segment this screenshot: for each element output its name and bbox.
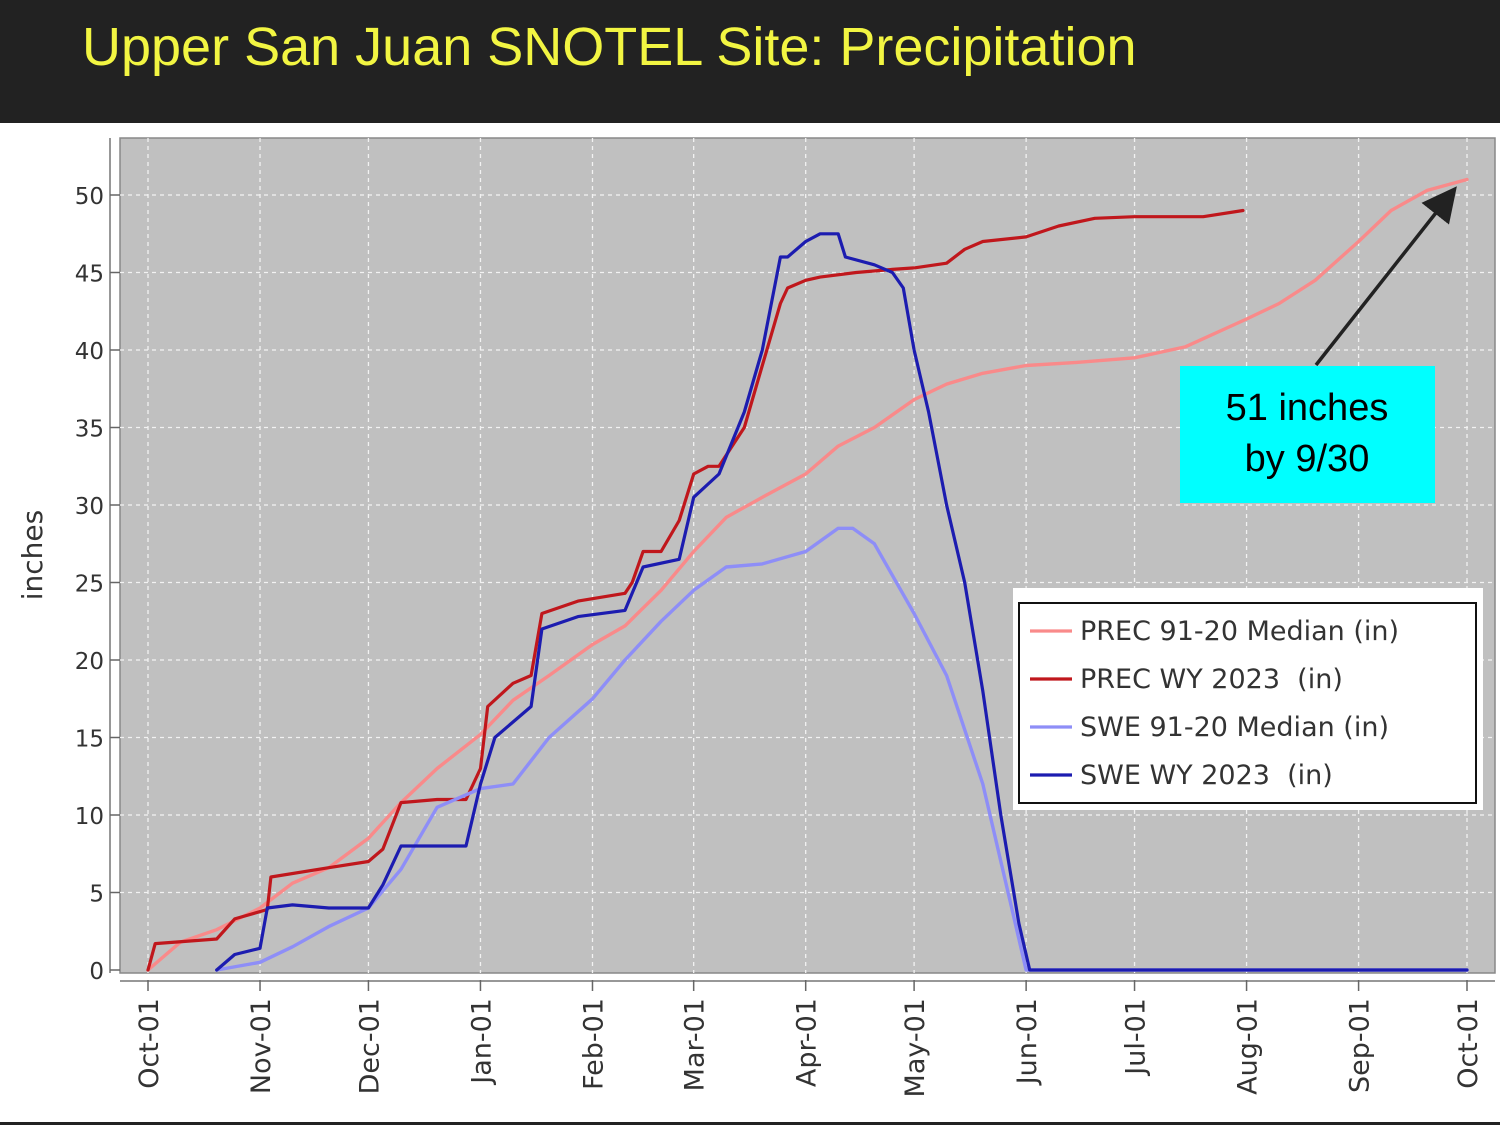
y-tick-label: 15 bbox=[75, 727, 104, 753]
callout-text-line1: 51 inches bbox=[1226, 387, 1389, 429]
series-line-1 bbox=[146, 177, 1469, 972]
legend-box bbox=[1018, 602, 1477, 804]
y-tick-label: 20 bbox=[75, 649, 104, 675]
y-tick-label: 50 bbox=[75, 184, 104, 210]
callout-text-line2: by 9/30 bbox=[1245, 438, 1370, 480]
legend-label-3: SWE 91-20 Median (in) bbox=[1080, 712, 1389, 743]
callout-arrow bbox=[1314, 186, 1457, 367]
y-tick-label: 40 bbox=[75, 339, 104, 365]
y-tick-label: 0 bbox=[89, 959, 104, 985]
x-tick-label: Feb-01 bbox=[578, 998, 609, 1090]
series-line-4 bbox=[215, 232, 1469, 972]
x-tick-label: May-01 bbox=[900, 998, 931, 1097]
y-tick-label: 25 bbox=[75, 572, 104, 598]
x-tick-label: Aug-01 bbox=[1233, 998, 1264, 1095]
y-tick-label: 5 bbox=[89, 882, 104, 908]
y-axis-label: inches bbox=[16, 510, 49, 600]
legend-label-4: SWE WY 2023 (in) bbox=[1080, 760, 1333, 791]
x-tick-label: Apr-01 bbox=[792, 998, 823, 1087]
y-tick-label: 35 bbox=[75, 417, 104, 443]
x-tick-label: Oct-01 bbox=[134, 998, 165, 1089]
callout: 51 inches by 9/30 bbox=[1180, 186, 1457, 503]
y-tick-label: 10 bbox=[75, 804, 104, 830]
x-tick-label: Jul-01 bbox=[1121, 998, 1152, 1077]
plot-area bbox=[119, 137, 1496, 974]
legend-label-1: PREC 91-20 Median (in) bbox=[1080, 616, 1399, 647]
chart: 0 5 10 15 20 25 30 35 40 45 50 Oct-01 Nov-01 Dec-01 J… bbox=[16, 137, 1496, 1097]
y-tick-label: 30 bbox=[75, 494, 104, 520]
callout-box bbox=[1180, 366, 1435, 503]
x-tick-label: Sep-01 bbox=[1345, 998, 1376, 1093]
x-tick-label: Nov-01 bbox=[246, 998, 277, 1094]
slide-title: Upper San Juan SNOTEL Site: Precipitatio… bbox=[82, 17, 1137, 77]
legend-label-2: PREC WY 2023 (in) bbox=[1080, 664, 1343, 695]
x-tick-label: Jun-01 bbox=[1012, 998, 1043, 1086]
x-tick-label: Mar-01 bbox=[680, 998, 711, 1091]
x-tick-label: Oct-01 bbox=[1453, 998, 1484, 1089]
legend: PREC 91-20 Median (in) PREC WY 2023 (in) S… bbox=[1013, 588, 1483, 810]
x-axis-ticks: Oct-01 Nov-01 Dec-01 Jan-01 Feb-01 Mar-01 Apr-… bbox=[134, 980, 1484, 1097]
title-bar: Upper San Juan SNOTEL Site: Precipitatio… bbox=[0, 0, 1500, 123]
y-tick-label: 45 bbox=[75, 262, 104, 288]
x-tick-label: Dec-01 bbox=[354, 998, 385, 1094]
axes bbox=[109, 138, 1495, 982]
bottom-rule bbox=[0, 1122, 1500, 1125]
x-tick-label: Jan-01 bbox=[466, 998, 497, 1086]
series-lines bbox=[146, 177, 1469, 972]
series-line-2 bbox=[146, 208, 1245, 972]
y-axis-ticks: 0 5 10 15 20 25 30 35 40 45 50 bbox=[75, 184, 120, 985]
